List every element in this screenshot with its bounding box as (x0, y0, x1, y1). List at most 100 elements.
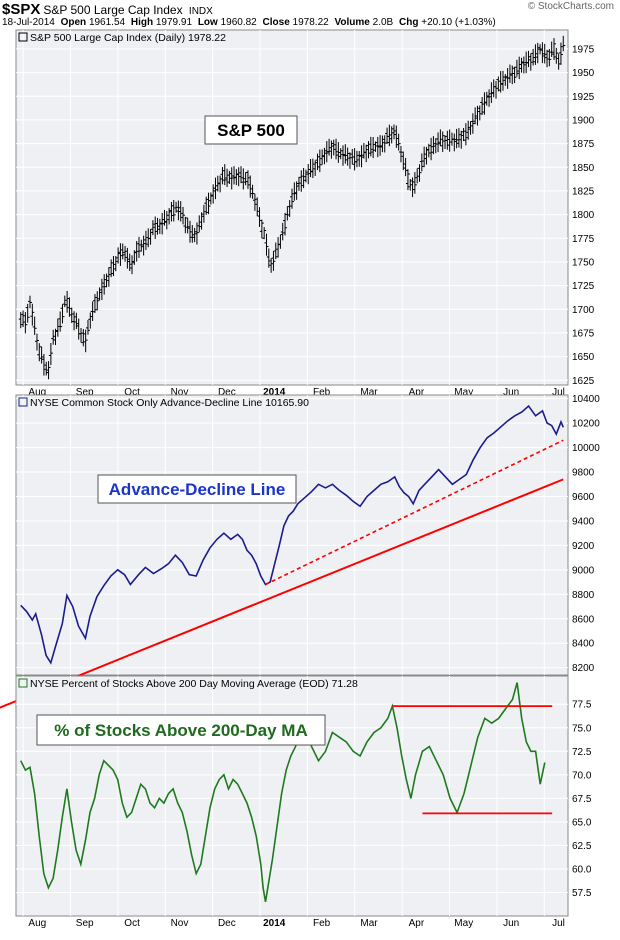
annotation-label: Advance-Decline Line (109, 480, 286, 499)
x-tick-label: Feb (313, 387, 331, 398)
close-label: Close (262, 17, 290, 28)
open-value: 1961.54 (88, 17, 126, 28)
y-tick-label: 8600 (572, 614, 595, 625)
y-tick-label: 67.5 (572, 794, 592, 805)
y-tick-label: 8800 (572, 590, 595, 601)
panel-title: NYSE Percent of Stocks Above 200 Day Mov… (30, 678, 358, 690)
high-label: High (130, 17, 154, 28)
volume-label: Volume (334, 17, 370, 28)
x-tick-label: Sep (76, 918, 94, 929)
y-tick-label: 1875 (572, 139, 595, 150)
annotation-label: S&P 500 (217, 121, 285, 140)
x-tick-label: Oct (124, 387, 140, 398)
x-tick-label: Aug (28, 387, 46, 398)
exchange: INDX (188, 6, 213, 17)
x-tick-label: Sep (76, 387, 94, 398)
legend-swatch (18, 32, 28, 42)
y-tick-label: 10000 (572, 443, 600, 454)
y-tick-label: 9600 (572, 492, 595, 503)
x-tick-label: Mar (360, 387, 378, 398)
volume-value: 2.0B (372, 17, 394, 28)
y-tick-label: 9800 (572, 468, 595, 479)
series-line (20, 404, 565, 665)
y-tick-label: 57.5 (572, 888, 592, 899)
x-tick-label: Dec (218, 387, 236, 398)
x-tick-label: Jul (552, 387, 565, 398)
x-tick-label: Nov (171, 918, 189, 929)
y-tick-label: 8200 (572, 663, 595, 674)
panel-background (15, 675, 569, 917)
y-tick-label: 1750 (572, 257, 595, 268)
panel-3: 57.5 60.0 62.5 65.0 67.5 70.0 72.5 75.0 77.5 NYSE… (15, 675, 592, 929)
annotation-box (204, 115, 298, 145)
y-tick-label: 1900 (572, 115, 595, 126)
y-tick-label: 62.5 (572, 841, 592, 852)
panel-1: 1625 1650 1675 1700 1725 1750 1775 1800 1825 1850… (15, 29, 595, 398)
y-tick-label: 1775 (572, 234, 595, 245)
y-tick-label: 9000 (572, 565, 595, 576)
x-tick-label: 2014 (263, 918, 286, 929)
y-tick-label: 1675 (572, 328, 595, 339)
x-tick-label: Apr (409, 387, 425, 398)
close-value: 1978.22 (292, 17, 329, 28)
panel-title: S&P 500 Large Cap Index (Daily) 1978.22 (30, 32, 226, 44)
x-tick-label: Feb (313, 918, 331, 929)
low-value: 1960.82 (220, 17, 257, 28)
annotation-box (36, 714, 326, 746)
y-tick-label: 72.5 (572, 747, 592, 758)
x-tick-label: Jul (552, 918, 565, 929)
y-tick-label: 8400 (572, 639, 595, 650)
y-tick-label: 1950 (572, 68, 595, 79)
y-tick-label: 1925 (572, 92, 595, 103)
chg-value: +20.10 (+1.03%) (421, 17, 496, 28)
y-tick-label: 1725 (572, 281, 595, 292)
brand-logo: © StockCharts.com (527, 1, 614, 12)
y-tick-label: 1700 (572, 305, 595, 316)
x-tick-label: Oct (124, 918, 140, 929)
y-tick-label: 1975 (572, 44, 595, 55)
header-row-2: 18-Jul-2014 Open 1961.54 High 1979.91 Lo… (2, 17, 499, 28)
y-tick-label: 1650 (572, 352, 595, 363)
high-value: 1979.91 (155, 17, 193, 28)
series-line (19, 682, 546, 903)
header-row-1: $SPX S&P 500 Large Cap Index INDX (2, 1, 216, 18)
x-tick-label: Dec (218, 918, 236, 929)
x-tick-label: 2014 (263, 387, 286, 398)
y-tick-label: 70.0 (572, 770, 592, 781)
trendline-solid (0, 478, 564, 709)
panel-background (15, 394, 569, 676)
x-tick-label: May (454, 387, 473, 398)
x-tick-label: May (454, 918, 473, 929)
y-tick-label: 75.0 (572, 723, 592, 734)
legend-swatch (18, 678, 28, 688)
x-tick-label: Jun (503, 387, 519, 398)
symbol: $SPX (2, 1, 41, 18)
annotation-box (97, 474, 297, 504)
annotation-label: % of Stocks Above 200-Day MA (54, 721, 308, 740)
y-tick-label: 1825 (572, 186, 595, 197)
panel-2: 8200 8400 8600 8800 9000 9200 9400 9600 9800 1000… (15, 394, 600, 676)
y-tick-label: 9400 (572, 516, 595, 527)
y-tick-label: 10200 (572, 419, 600, 430)
x-tick-label: Mar (360, 918, 378, 929)
x-tick-label: Nov (171, 387, 189, 398)
y-tick-label: 60.0 (572, 864, 592, 875)
x-tick-label: Jun (503, 918, 519, 929)
y-tick-label: 1850 (572, 163, 595, 174)
x-tick-label: Aug (28, 918, 46, 929)
y-tick-label: 1625 (572, 376, 595, 387)
trendline-dashed (265, 439, 564, 586)
index-name: S&P 500 Large Cap Index (43, 3, 183, 17)
y-tick-label: 9200 (572, 541, 595, 552)
quote-date: 18-Jul-2014 (2, 17, 55, 28)
low-label: Low (197, 17, 218, 28)
panel-title: NYSE Common Stock Only Advance-Decline L… (30, 397, 309, 409)
y-tick-label: 65.0 (572, 817, 592, 828)
chg-label: Chg (399, 17, 419, 28)
price-bars (18, 35, 566, 380)
x-tick-label: Apr (409, 918, 425, 929)
legend-swatch (18, 397, 28, 407)
y-tick-label: 10400 (572, 394, 600, 405)
y-tick-label: 77.5 (572, 700, 592, 711)
